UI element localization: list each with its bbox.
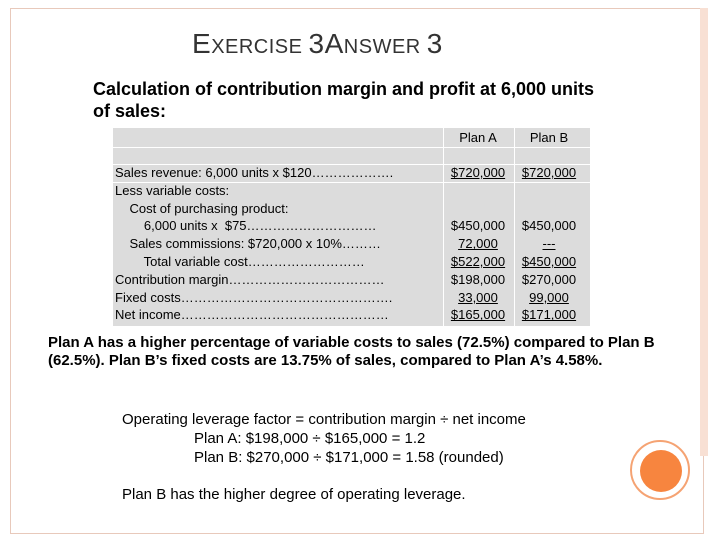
plan-a-value: $720,000 [450,165,506,180]
title-part: 3 [426,28,443,59]
leverage-plan-a: Plan A: $198,000 ÷ $165,000 = 1.2 [194,430,426,447]
column-header-plan-b: Plan B [529,130,569,145]
plan-b-value: $171,000 [521,307,577,323]
plan-a-value: $450,000 [450,218,506,234]
slide-heading: Calculation of contribution margin and p… [93,79,595,121]
row-label: Total variable cost……………………… [115,254,365,269]
row-label: Fixed costs…………………………………………. [115,289,393,305]
plan-a-value: 33,000 [458,289,498,305]
plan-b-value: $270,000 [521,271,577,287]
title-part: NSWER [343,36,427,58]
comparison-paragraph: Plan A has a higher percentage of variab… [48,334,655,369]
table-divider [113,164,590,165]
row-label: Sales revenue: 6,000 units x $120………………. [115,165,394,180]
title-part: XERCISE [211,36,309,58]
leverage-block: Operating leverage factor = contribution… [122,410,642,467]
row-label: Contribution margin……………………………… [115,271,385,287]
table-divider [514,128,515,326]
plan-a-value: $165,000 [450,307,506,323]
plan-a-value: $198,000 [450,271,506,287]
decorative-side-bar [700,8,708,456]
plan-a-value: $522,000 [450,254,506,269]
title-part: 3A [308,28,344,59]
table-divider [443,128,444,326]
plan-b-value: $450,000 [521,218,577,234]
decorative-circle-inner [640,450,682,492]
row-label: Net income………………………………………… [115,307,389,323]
table-divider [113,147,590,148]
plan-a-value: 72,000 [458,236,498,252]
row-label: Sales commissions: $720,000 x 10%……… [115,236,381,252]
plan-b-value: --- [542,236,556,252]
column-header-plan-a: Plan A [459,130,497,145]
plan-b-value: $720,000 [521,165,577,180]
table-divider [113,182,590,183]
row-label: 6,000 units x $75………………………… [115,218,377,234]
leverage-formula: Operating leverage factor = contribution… [122,411,526,428]
leverage-plan-b: Plan B: $270,000 ÷ $171,000 = 1.58 (roun… [194,449,504,466]
title-part: E [192,28,212,59]
plan-b-value: $450,000 [521,254,577,269]
slide-title: EXERCISE 3ANSWER 3 [192,28,443,60]
row-label: Cost of purchasing product: [115,200,289,216]
plan-b-value: 99,000 [529,289,569,305]
row-label: Less variable costs: [115,182,230,198]
conclusion-text: Plan B has the higher degree of operatin… [122,486,466,503]
cost-table: Plan A Plan B Sales revenue: 6,000 units… [113,128,590,326]
